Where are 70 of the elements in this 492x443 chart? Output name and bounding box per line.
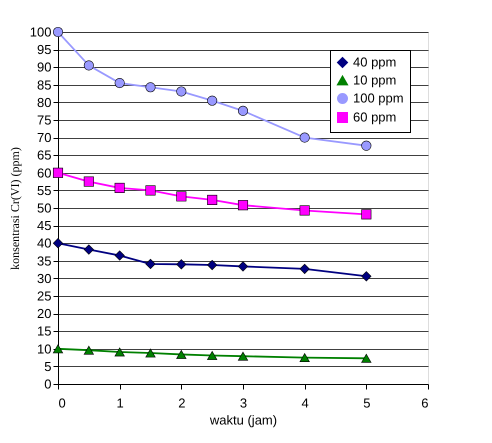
x-axis-title: waktu (jam) bbox=[208, 412, 278, 428]
point bbox=[84, 346, 94, 355]
y-tick-label: 35 bbox=[37, 253, 52, 268]
point bbox=[52, 238, 64, 248]
point bbox=[300, 205, 310, 216]
point bbox=[176, 86, 186, 97]
x-tick-label: 5 bbox=[363, 396, 370, 410]
point bbox=[84, 60, 94, 70]
legend-label: 100 ppm bbox=[353, 90, 404, 106]
point bbox=[145, 348, 156, 358]
y-tick-label: 70 bbox=[37, 130, 52, 146]
point bbox=[84, 244, 94, 255]
y-axis-title: konsentrasi Cr(VI) (ppm) bbox=[8, 147, 22, 270]
y-tick-label: 15 bbox=[37, 324, 52, 339]
point bbox=[361, 354, 372, 363]
point bbox=[145, 185, 156, 196]
point bbox=[114, 250, 125, 261]
point bbox=[84, 176, 94, 187]
y-tick-label: 0 bbox=[44, 376, 52, 392]
y-tick-label: 50 bbox=[37, 200, 52, 216]
point bbox=[207, 351, 218, 360]
point bbox=[114, 78, 125, 88]
legend-label: 60 ppm bbox=[353, 110, 396, 124]
point bbox=[52, 26, 64, 38]
y-tick-label: 10 bbox=[37, 341, 52, 356]
point bbox=[114, 182, 125, 193]
point bbox=[300, 264, 310, 274]
legend-label: 40 ppm bbox=[353, 54, 396, 70]
y-tick-label: 55 bbox=[37, 182, 52, 198]
x-tick-label: 0 bbox=[58, 396, 66, 410]
point bbox=[176, 259, 186, 270]
y-tick-label: 95 bbox=[37, 42, 52, 58]
y-tick-label: 60 bbox=[37, 165, 52, 180]
x-tick-label: 3 bbox=[240, 396, 248, 410]
y-tick-label: 40 bbox=[37, 236, 52, 251]
x-tick-label: 1 bbox=[116, 396, 124, 410]
point bbox=[361, 209, 372, 220]
x-tick-label: 4 bbox=[302, 396, 309, 410]
y-tick-label: 30 bbox=[37, 270, 52, 286]
point bbox=[145, 82, 156, 92]
y-tick-label: 85 bbox=[37, 77, 52, 92]
y-tick-label: 25 bbox=[37, 288, 52, 304]
point bbox=[361, 271, 372, 282]
y-tick-label: 100 bbox=[30, 24, 52, 40]
point bbox=[207, 96, 218, 106]
y-tick-label: 75 bbox=[37, 112, 52, 128]
x-tick-label: 6 bbox=[421, 396, 428, 410]
point bbox=[300, 132, 310, 143]
point bbox=[300, 353, 310, 362]
point bbox=[52, 168, 64, 178]
y-tick-label: 45 bbox=[37, 218, 52, 234]
point bbox=[238, 106, 248, 116]
point bbox=[52, 344, 64, 354]
point bbox=[114, 348, 125, 356]
point bbox=[145, 258, 156, 270]
y-tick-label: 5 bbox=[44, 358, 52, 374]
point bbox=[176, 191, 186, 202]
point bbox=[238, 200, 248, 210]
legend-label: 10 ppm bbox=[353, 72, 396, 88]
point bbox=[238, 352, 248, 361]
point bbox=[176, 350, 186, 359]
point bbox=[207, 194, 218, 205]
point bbox=[238, 261, 248, 272]
y-tick-label: 20 bbox=[37, 306, 52, 322]
y-tick-label: 90 bbox=[37, 60, 52, 75]
x-tick-label: 2 bbox=[178, 396, 186, 410]
point bbox=[207, 260, 218, 270]
y-tick-label: 65 bbox=[37, 148, 52, 163]
y-tick-label: 80 bbox=[37, 94, 52, 110]
point bbox=[361, 140, 372, 151]
